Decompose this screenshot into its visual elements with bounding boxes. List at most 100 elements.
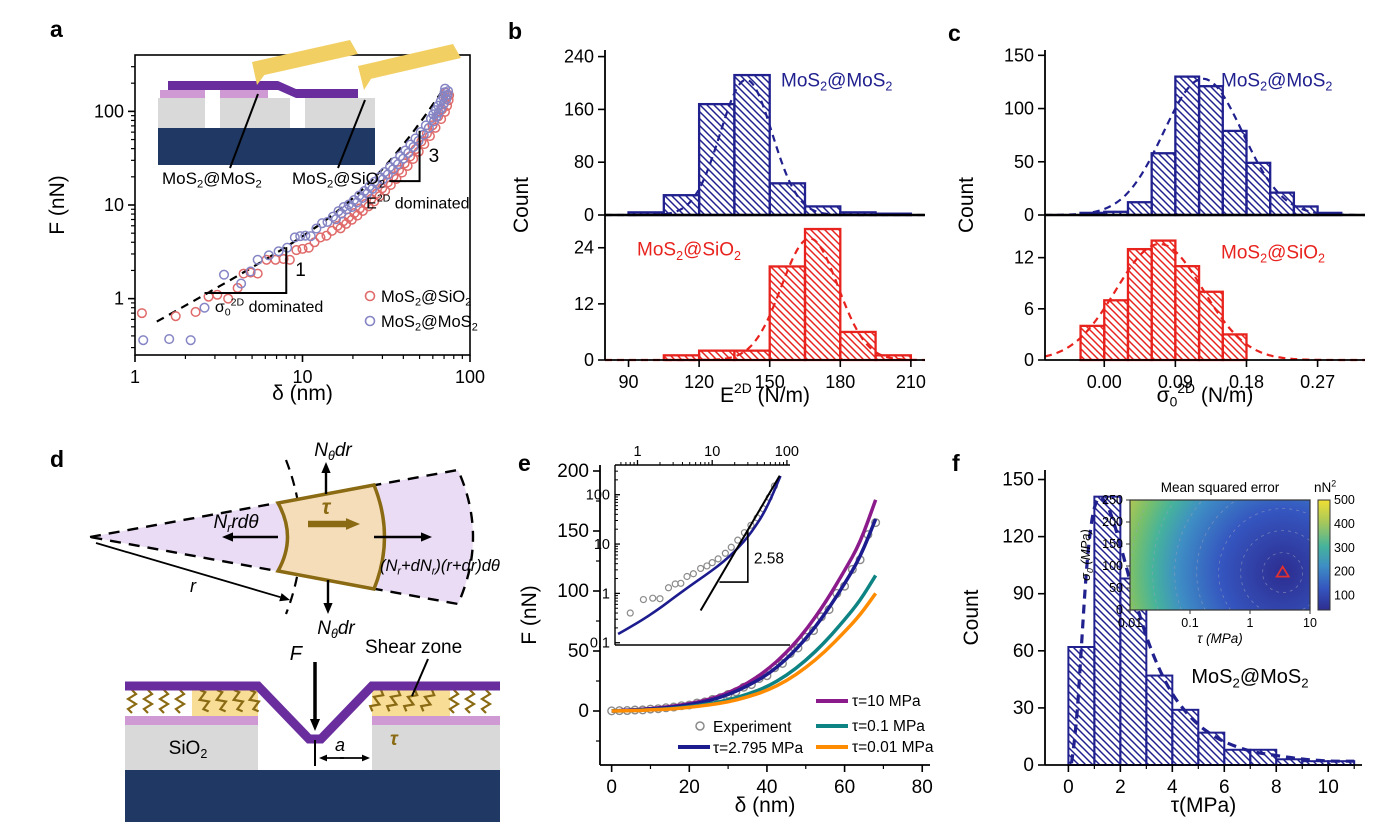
svg-text:240: 240 [564, 47, 594, 67]
svg-text:210: 210 [896, 372, 926, 392]
svg-text:F (nN): F (nN) [46, 175, 69, 235]
d-membrane [125, 681, 500, 744]
svg-text:10: 10 [704, 444, 720, 460]
d-element [275, 483, 387, 591]
svg-text:10: 10 [1303, 616, 1317, 630]
svg-text:12: 12 [1014, 248, 1034, 268]
panel-f: 0 2 4 6 8 10 0 30 60 90 120 150 τ(MPa) Count MoS2@MoS2… [950, 440, 1375, 837]
svg-text:1: 1 [130, 367, 140, 387]
svg-text:MoS2@MoS2: MoS2@MoS2 [781, 70, 892, 93]
svg-text:0: 0 [1063, 777, 1074, 798]
svg-text:0: 0 [584, 350, 594, 370]
svg-text:MoS2@MoS2: MoS2@MoS2 [1191, 666, 1308, 690]
svg-text:100: 100 [94, 101, 124, 121]
panel-c-plot: 0.00 0.09 0.18 0.27 0 50 100 150 0 6 12 σ02D (N/m) C… [955, 45, 1366, 410]
f-inset: Mean squared error 0.01 0.1 1 10 τ (MPa) 0 50 10… [1078, 478, 1355, 646]
svg-text:0: 0 [1024, 350, 1034, 370]
svg-text:200: 200 [1102, 515, 1123, 529]
svg-text:3: 3 [429, 146, 440, 167]
svg-c-bars [1044, 239, 1365, 362]
svg-text:200: 200 [1334, 565, 1355, 579]
svg-c-bars [1044, 75, 1366, 217]
panel-label-f: f [952, 450, 960, 476]
panel-c: 0.00 0.09 0.18 0.27 0 50 100 150 0 6 12 σ02D (N/m) C… [945, 10, 1375, 440]
svg-text:τ: τ [322, 496, 332, 519]
svg-text:4: 4 [1167, 777, 1178, 798]
svg-text:τ(MPa): τ(MPa) [1171, 794, 1236, 817]
svg-text:80: 80 [912, 777, 933, 798]
svg-text:0: 0 [1023, 755, 1034, 776]
svg-text:F: F [290, 643, 304, 665]
panel-e: 0 20 40 60 80 0 50 100 150 200 δ (nm) F (nN) Experim… [510, 440, 942, 837]
svg-text:MoS2@SiO2: MoS2@SiO2 [1221, 243, 1325, 266]
svg-text:50: 50 [1014, 152, 1034, 172]
svg-text:100: 100 [1102, 559, 1123, 573]
svg-text:0: 0 [578, 701, 589, 722]
svg-text:0.18: 0.18 [1229, 372, 1264, 392]
svg-text:F (nN): F (nN) [518, 585, 541, 645]
svg-text:τ=2.795 MPa: τ=2.795 MPa [713, 740, 804, 757]
d-substrate [125, 770, 500, 822]
panel-label-a: a [50, 16, 63, 42]
a-slope-annotations: 1 3 σ02D dominated E2D dominated [204, 130, 470, 319]
svg-text:0.27: 0.27 [1300, 372, 1335, 392]
panel-b-plot: 90 120 150 180 210 0 80 160 240 0 12 24 E2D (N/m) Cou… [510, 47, 926, 407]
svg-text:50: 50 [1109, 581, 1123, 595]
svg-text:100: 100 [586, 488, 610, 504]
svg-text:Nθdr: Nθdr [314, 440, 352, 463]
svg-text:0.00: 0.00 [1087, 372, 1122, 392]
svg-text:150: 150 [1004, 45, 1034, 65]
svg-text:80: 80 [574, 152, 594, 172]
svg-text:0: 0 [606, 777, 617, 798]
svg-text:E2D dominated: E2D dominated [366, 193, 469, 213]
svg-text:σ0 (MPa): σ0 (MPa) [1078, 529, 1095, 581]
svg-text:10: 10 [1318, 777, 1339, 798]
svg-text:90: 90 [1013, 584, 1034, 605]
svg-text:24: 24 [574, 238, 594, 258]
e-legend: Experiment τ=2.795 MPa τ=10 MPa τ=0.1 MPa τ=… [678, 693, 934, 757]
panel-label-d: d [50, 446, 65, 472]
panel-b: 90 120 150 180 210 0 80 160 240 0 12 24 E2D (N/m) Cou… [500, 10, 935, 440]
svg-text:0: 0 [584, 205, 594, 225]
svg-text:σ02D (N/m): σ02D (N/m) [1157, 380, 1254, 409]
svg-text:MoS2@MoS2: MoS2@MoS2 [1221, 70, 1332, 93]
svg-text:1: 1 [295, 260, 306, 281]
panel-label-e: e [518, 450, 531, 476]
svg-text:8: 8 [1271, 777, 1282, 798]
svg-text:10: 10 [292, 367, 312, 387]
svg-text:300: 300 [1334, 541, 1355, 555]
panel-a-plot: 1 10 100 1 10 100 δ (nm) F (nN) 1 3 σ02D dominated… [46, 40, 485, 405]
svg-text:160: 160 [564, 99, 594, 119]
svg-text:2.58: 2.58 [754, 551, 784, 568]
svg-text:r: r [190, 576, 197, 596]
svg-text:τ=0.1 MPa: τ=0.1 MPa [852, 718, 925, 735]
svg-text:nN2: nN2 [1314, 478, 1336, 495]
f-inset-min-marker [1275, 564, 1291, 578]
svg-text:150: 150 [1102, 537, 1123, 551]
svg-text:250: 250 [1102, 493, 1123, 507]
svg-text:90: 90 [619, 372, 639, 392]
svg-text:2: 2 [1115, 777, 1126, 798]
svg-text:0.1: 0.1 [590, 636, 610, 652]
svg-text:150: 150 [1002, 470, 1034, 491]
svg-text:σ02D dominated: σ02D dominated [215, 296, 323, 318]
svg-text:Shear zone: Shear zone [365, 637, 462, 658]
panel-a: 1 10 100 1 10 100 δ (nm) F (nN) 1 3 σ02D dominated… [40, 10, 485, 440]
svg-text:Count: Count [510, 177, 533, 233]
svg-text:τ: τ [390, 729, 399, 750]
svg-text:τ=0.01 MPa: τ=0.01 MPa [852, 739, 934, 756]
svg-text:Count: Count [955, 177, 978, 233]
svg-text:0.09: 0.09 [1158, 372, 1193, 392]
svg-text:Nrrdθ: Nrrdθ [213, 512, 259, 535]
svg-text:Mean squared error: Mean squared error [1161, 480, 1280, 495]
svg-text:0.01: 0.01 [1118, 616, 1142, 630]
svg-text:0: 0 [1024, 205, 1034, 225]
svg-text:MoS2@SiO2: MoS2@SiO2 [381, 288, 471, 309]
svg-text:100: 100 [557, 581, 589, 602]
svg-text:60: 60 [1013, 641, 1034, 662]
a-model-fit-line [156, 86, 447, 323]
svg-text:1: 1 [114, 289, 124, 309]
svg-text:MoS2@SiO2: MoS2@SiO2 [637, 240, 741, 263]
